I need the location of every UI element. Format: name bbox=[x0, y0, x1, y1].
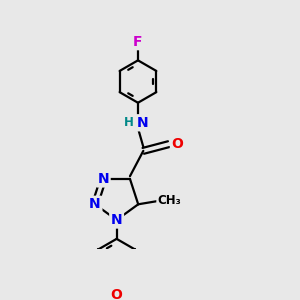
Text: N: N bbox=[137, 116, 148, 130]
Text: F: F bbox=[133, 34, 143, 49]
Text: CH₃: CH₃ bbox=[158, 194, 182, 208]
Text: O: O bbox=[172, 137, 183, 151]
Text: H: H bbox=[124, 116, 134, 129]
Text: N: N bbox=[111, 213, 122, 227]
Text: N: N bbox=[89, 197, 101, 211]
Text: N: N bbox=[98, 172, 109, 186]
Text: O: O bbox=[111, 288, 122, 300]
